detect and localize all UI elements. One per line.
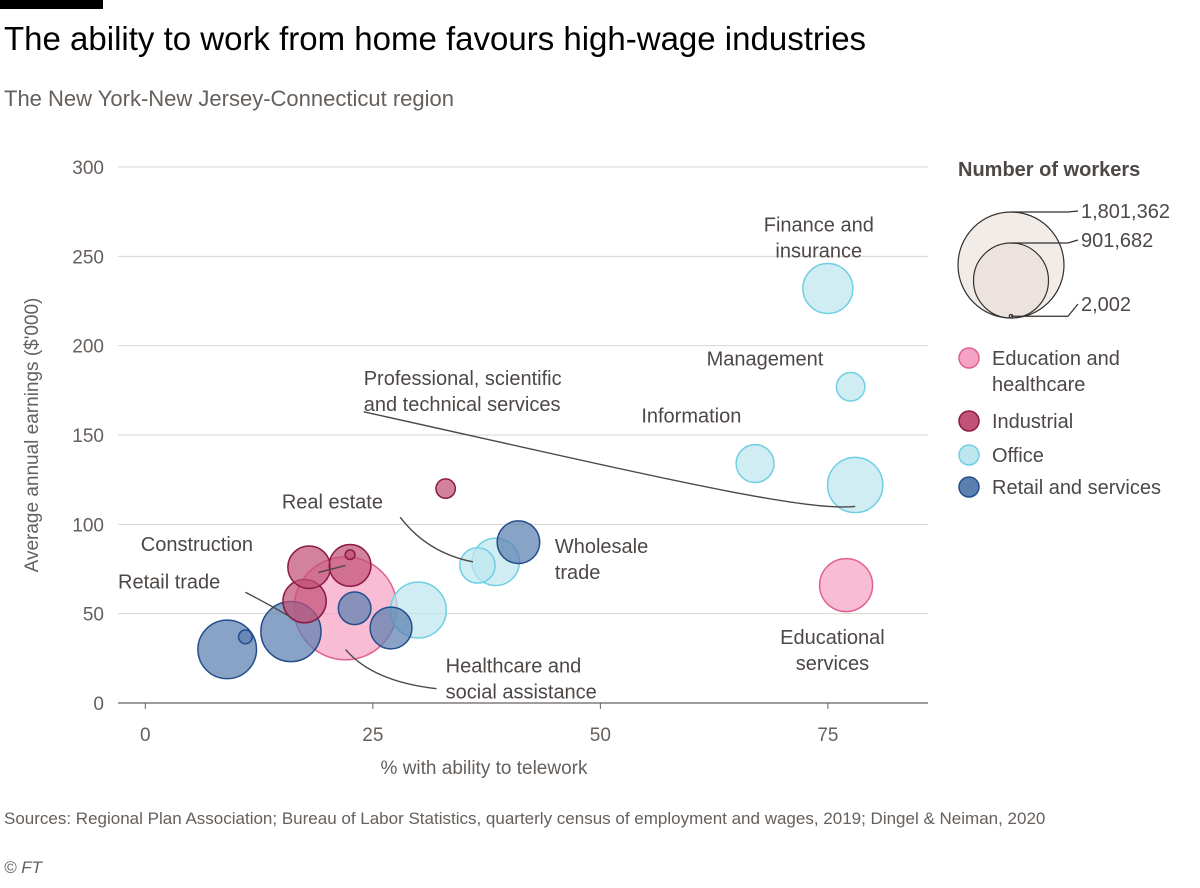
y-tick-label: 100 <box>72 515 104 536</box>
annotation-line: Information <box>641 405 741 427</box>
bubble-office <box>459 547 496 584</box>
annotation-label: Management <box>707 348 824 370</box>
legend-swatch-office <box>958 444 980 466</box>
annotation-line: Finance and <box>764 214 874 236</box>
leader-healthcare <box>344 648 437 690</box>
annotation-line: Real estate <box>282 491 383 513</box>
annotations: Finance and insurance Management Profession… <box>118 214 885 703</box>
annotation-line: Healthcare and <box>446 656 582 678</box>
annotation-line: social assistance <box>446 682 597 704</box>
legend-swatch-education <box>958 347 980 369</box>
annotation-label: Construction <box>141 534 253 556</box>
y-tick-label: 250 <box>72 247 104 268</box>
annotation-label: Wholesale trade <box>555 536 648 584</box>
leader-construction <box>318 564 346 574</box>
annotation-label: Healthcare and social assistance <box>446 656 597 704</box>
y-tick-label: 150 <box>72 426 104 447</box>
y-tick-label: 0 <box>93 694 104 715</box>
ft-credit: © FT <box>4 858 43 877</box>
size-legend-leader <box>1011 210 1079 213</box>
size-legend-leader <box>1011 303 1079 317</box>
annotation-line: Educational <box>780 627 885 649</box>
x-tick-label: 75 <box>817 725 838 746</box>
legend-label-retail: Retail and services <box>992 477 1161 499</box>
annotation-label: Professional, scientific and technical se… <box>364 368 562 416</box>
legend-swatch-industrial <box>958 410 980 432</box>
annotation-line: Retail trade <box>118 572 220 594</box>
annotation-line: Management <box>707 348 824 370</box>
legend-label-office: Office <box>992 445 1044 467</box>
chart-title: The ability to work from home favours hi… <box>4 20 867 57</box>
bubble-retail <box>197 619 258 680</box>
leader-retail-trade <box>245 591 292 618</box>
x-tick-label: 50 <box>590 725 611 746</box>
annotation-label: Real estate <box>282 491 383 513</box>
annotation-label: Finance and insurance <box>764 214 874 262</box>
bubble-chart: Finance and insurance Management Profession… <box>22 158 1170 779</box>
annotation-line: Wholesale <box>555 536 648 558</box>
size-legend-label: 1,801,362 <box>1081 201 1170 223</box>
annotation-line: Construction <box>141 534 253 556</box>
legend-swatch-retail <box>958 476 980 498</box>
bubble-retail <box>369 606 413 650</box>
annotation-label: Information <box>641 405 741 427</box>
size-legend-label: 2,002 <box>1081 294 1131 316</box>
x-axis-label: % with ability to telework <box>381 758 588 779</box>
sources-note: Sources: Regional Plan Association; Bure… <box>4 809 1046 828</box>
bubble-retail <box>496 520 541 565</box>
bubble-office <box>826 456 884 514</box>
legend-label-education: Education and healthcare <box>992 348 1120 396</box>
size-legend-label: 901,682 <box>1081 230 1153 252</box>
annotation-label: Educational services <box>780 627 885 675</box>
bubble-industrial <box>435 478 457 500</box>
bubble-office <box>735 443 775 484</box>
size-legend-leader <box>1011 239 1079 244</box>
leader-lines <box>245 411 856 690</box>
y-tick-label: 200 <box>72 337 104 358</box>
x-tick-label: 25 <box>362 725 383 746</box>
y-tick-label: 50 <box>83 605 104 626</box>
x-tick-label: 0 <box>140 725 151 746</box>
annotation-line: services <box>796 653 869 675</box>
annotation-line: Professional, scientific <box>364 368 562 390</box>
chart-subtitle: The New York-New Jersey-Connecticut regi… <box>4 86 454 111</box>
leader-real-estate <box>399 516 474 563</box>
bubble-retail <box>337 591 372 626</box>
bubble-industrial <box>328 543 372 588</box>
legend: Number of workers 1,801,362 901,682 2,002 Ed… <box>957 159 1170 499</box>
size-legend-circle <box>972 242 1050 319</box>
bubbles <box>197 262 884 680</box>
annotation-line: trade <box>555 562 601 584</box>
bubble-industrial <box>344 549 356 561</box>
bubble-retail <box>237 629 254 645</box>
annotation-line: insurance <box>775 240 862 262</box>
legend-label-industrial: Industrial <box>992 411 1073 433</box>
legend-title: Number of workers <box>958 159 1140 181</box>
annotation-line: and technical services <box>364 394 561 416</box>
bubble-industrial <box>287 545 332 590</box>
annotation-label: Retail trade <box>118 572 220 594</box>
leader-professional <box>363 411 856 508</box>
bubble-office <box>802 262 854 315</box>
brand-bar <box>0 0 103 9</box>
y-axis-label: Average annual earnings ($'000) <box>22 298 43 573</box>
bubble-office <box>835 371 866 402</box>
axes: 0 50 100 150 200 250 300 0 25 50 75 % with ability … <box>22 158 838 779</box>
y-tick-label: 300 <box>72 158 104 179</box>
bubble-education <box>818 557 874 613</box>
